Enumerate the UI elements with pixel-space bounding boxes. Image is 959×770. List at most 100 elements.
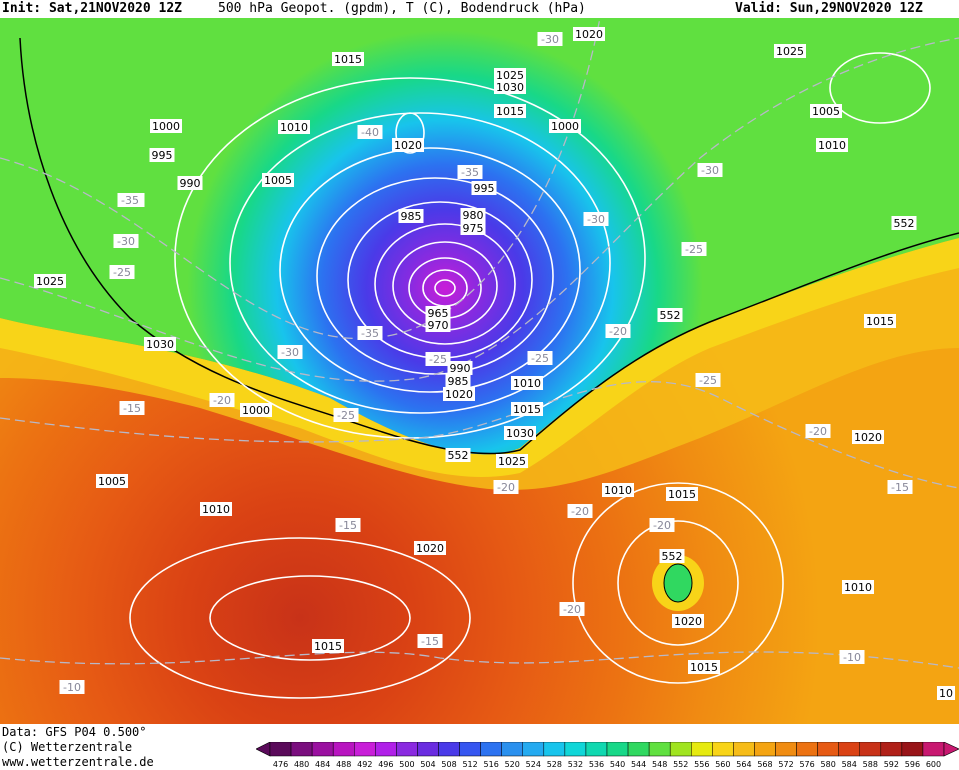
svg-text:1015: 1015 bbox=[334, 53, 362, 66]
temperature-label: -15 bbox=[335, 518, 361, 532]
colorbar-tick-label: 528 bbox=[547, 760, 562, 769]
colorbar-cell bbox=[269, 742, 292, 757]
svg-text:1000: 1000 bbox=[551, 120, 579, 133]
svg-text:1015: 1015 bbox=[690, 661, 718, 674]
isobar-label: 990 bbox=[447, 361, 473, 375]
temperature-label: -20 bbox=[493, 480, 519, 494]
temperature-label: -10 bbox=[839, 650, 865, 664]
website-label: www.wetterzentrale.de bbox=[2, 755, 154, 769]
temperature-label: -30 bbox=[697, 163, 723, 177]
svg-text:1025: 1025 bbox=[496, 69, 524, 82]
svg-text:-20: -20 bbox=[213, 394, 231, 407]
data-source-label: Data: GFS P04 0.500° bbox=[2, 725, 147, 739]
colorbar-tick-label: 552 bbox=[673, 760, 688, 769]
colorbar-tick-label: 524 bbox=[526, 760, 541, 769]
isobar-label: 965 bbox=[425, 306, 451, 320]
colorbar-tick-label: 520 bbox=[505, 760, 520, 769]
temperature-label: -30 bbox=[113, 234, 139, 248]
svg-text:-25: -25 bbox=[113, 266, 131, 279]
isobar-label: 1010 bbox=[602, 483, 634, 497]
isobar-label: 1005 bbox=[262, 173, 294, 187]
svg-text:1020: 1020 bbox=[416, 542, 444, 555]
temperature-label: -30 bbox=[583, 212, 609, 226]
colorbar-tick-label: 532 bbox=[568, 760, 583, 769]
svg-text:-35: -35 bbox=[121, 194, 139, 207]
svg-text:-25: -25 bbox=[531, 352, 549, 365]
svg-text:1000: 1000 bbox=[152, 120, 180, 133]
isobar-label: 1025 bbox=[494, 68, 526, 82]
svg-text:1010: 1010 bbox=[844, 581, 872, 594]
colorbar-cell bbox=[627, 742, 650, 757]
cold-low-area bbox=[0, 18, 959, 455]
svg-text:-25: -25 bbox=[337, 409, 355, 422]
colorbar-tick-label: 548 bbox=[652, 760, 667, 769]
colorbar-cell bbox=[859, 742, 882, 757]
colorbar-tick-label: 584 bbox=[842, 760, 857, 769]
colorbar-cell bbox=[564, 742, 587, 757]
isobar-label: 995 bbox=[471, 181, 497, 195]
colorbar-cell bbox=[585, 742, 608, 757]
svg-text:-15: -15 bbox=[891, 481, 909, 494]
svg-text:-15: -15 bbox=[421, 635, 439, 648]
colorbar-cell bbox=[796, 742, 818, 757]
colorbar-cell bbox=[522, 742, 545, 757]
svg-text:1005: 1005 bbox=[98, 475, 126, 488]
isobar-label: 980 bbox=[460, 208, 486, 222]
svg-text:995: 995 bbox=[474, 182, 495, 195]
svg-text:1010: 1010 bbox=[513, 377, 541, 390]
svg-text:-35: -35 bbox=[361, 327, 379, 340]
temperature-label: -35 bbox=[457, 165, 483, 179]
svg-text:1030: 1030 bbox=[496, 81, 524, 94]
svg-text:1010: 1010 bbox=[818, 139, 846, 152]
svg-text:-30: -30 bbox=[701, 164, 719, 177]
colorbar-cell bbox=[922, 742, 945, 757]
contour-552-label: 552 bbox=[657, 308, 683, 322]
svg-text:-20: -20 bbox=[653, 519, 671, 532]
init-time-label: Init: Sat,21NOV2020 12Z bbox=[2, 1, 183, 16]
colorbar-tick-label: 488 bbox=[336, 760, 351, 769]
colorbar-cell bbox=[901, 742, 924, 757]
svg-text:1030: 1030 bbox=[146, 338, 174, 351]
isobars-highs bbox=[129, 52, 931, 699]
isobar-label: 1010 bbox=[511, 376, 543, 390]
isobar-label: 1005 bbox=[810, 104, 842, 118]
svg-text:-30: -30 bbox=[117, 235, 135, 248]
svg-text:1020: 1020 bbox=[394, 139, 422, 152]
svg-text:1020: 1020 bbox=[445, 388, 473, 401]
svg-text:-25: -25 bbox=[685, 243, 703, 256]
contour-552-line bbox=[19, 37, 959, 455]
svg-text:1015: 1015 bbox=[668, 488, 696, 501]
svg-text:1020: 1020 bbox=[575, 28, 603, 41]
svg-text:-20: -20 bbox=[497, 481, 515, 494]
temperature-label: -25 bbox=[527, 351, 553, 365]
colorbar-max-arrow bbox=[943, 742, 959, 757]
svg-text:1010: 1010 bbox=[604, 484, 632, 497]
temperature-label: -20 bbox=[649, 518, 675, 532]
colorbar-cell bbox=[838, 742, 860, 757]
contour-552-labels: 552 552 552 552 bbox=[445, 216, 917, 563]
isobar-label: 1030 bbox=[494, 80, 526, 94]
temperature-label: -25 bbox=[681, 242, 707, 256]
temperature-label: -20 bbox=[209, 393, 235, 407]
cutoff-low-core bbox=[663, 563, 693, 603]
svg-text:1015: 1015 bbox=[496, 105, 524, 118]
temperature-label: -40 bbox=[357, 125, 383, 139]
colorbar-cell bbox=[459, 742, 481, 757]
svg-text:-15: -15 bbox=[339, 519, 357, 532]
colorbar-min-arrow bbox=[256, 742, 271, 757]
contour-552-label: 552 bbox=[891, 216, 917, 230]
colorbar-cell bbox=[733, 742, 755, 757]
colorbar-cell bbox=[648, 742, 671, 757]
temperature-label: -10 bbox=[59, 680, 85, 694]
isobar-label: 1015 bbox=[688, 660, 720, 674]
colorbar-cell bbox=[311, 742, 334, 757]
svg-text:1025: 1025 bbox=[36, 275, 64, 288]
colorbar-tick-label: 588 bbox=[863, 760, 878, 769]
colorbar-tick-label: 600 bbox=[926, 760, 941, 769]
colorbar-tick-label: 496 bbox=[378, 760, 393, 769]
colorbar-cell bbox=[712, 742, 734, 757]
colorbar-cell bbox=[354, 742, 376, 757]
colorbar-legend: 476 480 484 488 492 496 500 504 508 512 516 520 524 5… bbox=[256, 742, 959, 769]
colorbar-tick-label: 480 bbox=[294, 760, 309, 769]
colorbar-cell bbox=[501, 742, 523, 757]
